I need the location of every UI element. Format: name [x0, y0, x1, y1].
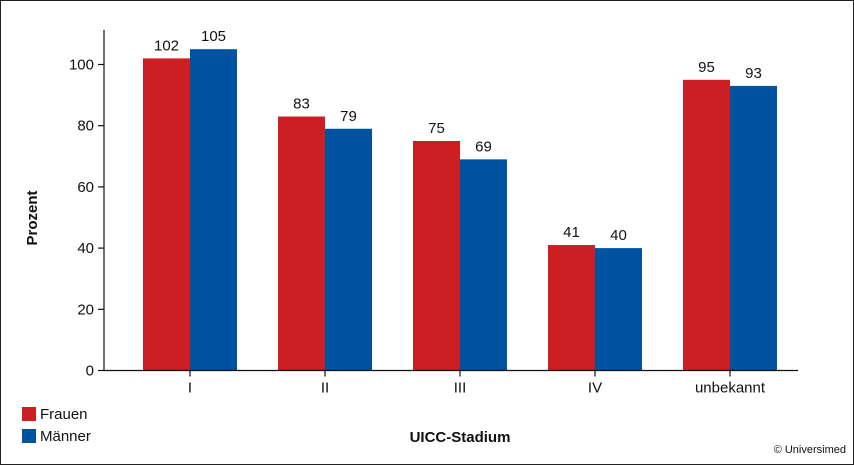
data-label: 105 [201, 28, 226, 45]
y-tick-label: 20 [77, 301, 94, 318]
legend: Frauen Männer [22, 403, 91, 447]
x-axis-title: UICC-Stadium [410, 429, 511, 446]
data-label: 95 [698, 59, 715, 76]
x-tick-label: I [188, 380, 192, 397]
y-tick-label: 80 [77, 118, 94, 135]
y-tick-label: 0 [86, 363, 94, 380]
y-axis-title: Prozent [24, 190, 41, 245]
y-tick-label: 40 [77, 240, 94, 257]
bar-mnner-iv [595, 248, 642, 371]
bar-frauen-i [143, 58, 190, 371]
bar-mnner-i [190, 49, 237, 371]
copyright-note: © Universimed [773, 444, 846, 456]
data-label: 69 [475, 138, 492, 155]
legend-label-maenner: Männer [40, 427, 91, 445]
data-label: 75 [428, 120, 445, 137]
bar-frauen-ii [278, 116, 325, 371]
legend-item-maenner: Männer [22, 425, 91, 447]
legend-label-frauen: Frauen [40, 405, 88, 423]
x-tick-label: IV [588, 380, 602, 397]
legend-item-frauen: Frauen [22, 403, 91, 425]
legend-swatch-frauen [22, 407, 36, 421]
bar-frauen-iii [413, 141, 460, 371]
data-label: 93 [745, 65, 762, 82]
legend-swatch-maenner [22, 429, 36, 443]
bar-mnner-iii [460, 159, 507, 371]
bar-mnner-ii [325, 128, 372, 371]
bar-mnner-unbekannt [730, 85, 777, 371]
x-tick-label: III [454, 380, 467, 397]
bars-group: 102 83 75 41 95 105 79 69 40 93 [143, 28, 777, 371]
x-tick-label: II [321, 380, 329, 397]
data-label: 83 [293, 96, 310, 113]
y-tick-label: 60 [77, 179, 94, 196]
data-label: 79 [340, 108, 357, 125]
data-label: 41 [563, 224, 580, 241]
x-tick-label: unbekannt [695, 380, 766, 397]
bar-frauen-iv [548, 245, 595, 371]
bar-frauen-unbekannt [683, 79, 730, 371]
y-tick-label: 100 [69, 57, 94, 74]
data-label: 102 [154, 37, 179, 54]
data-label: 40 [610, 227, 627, 244]
